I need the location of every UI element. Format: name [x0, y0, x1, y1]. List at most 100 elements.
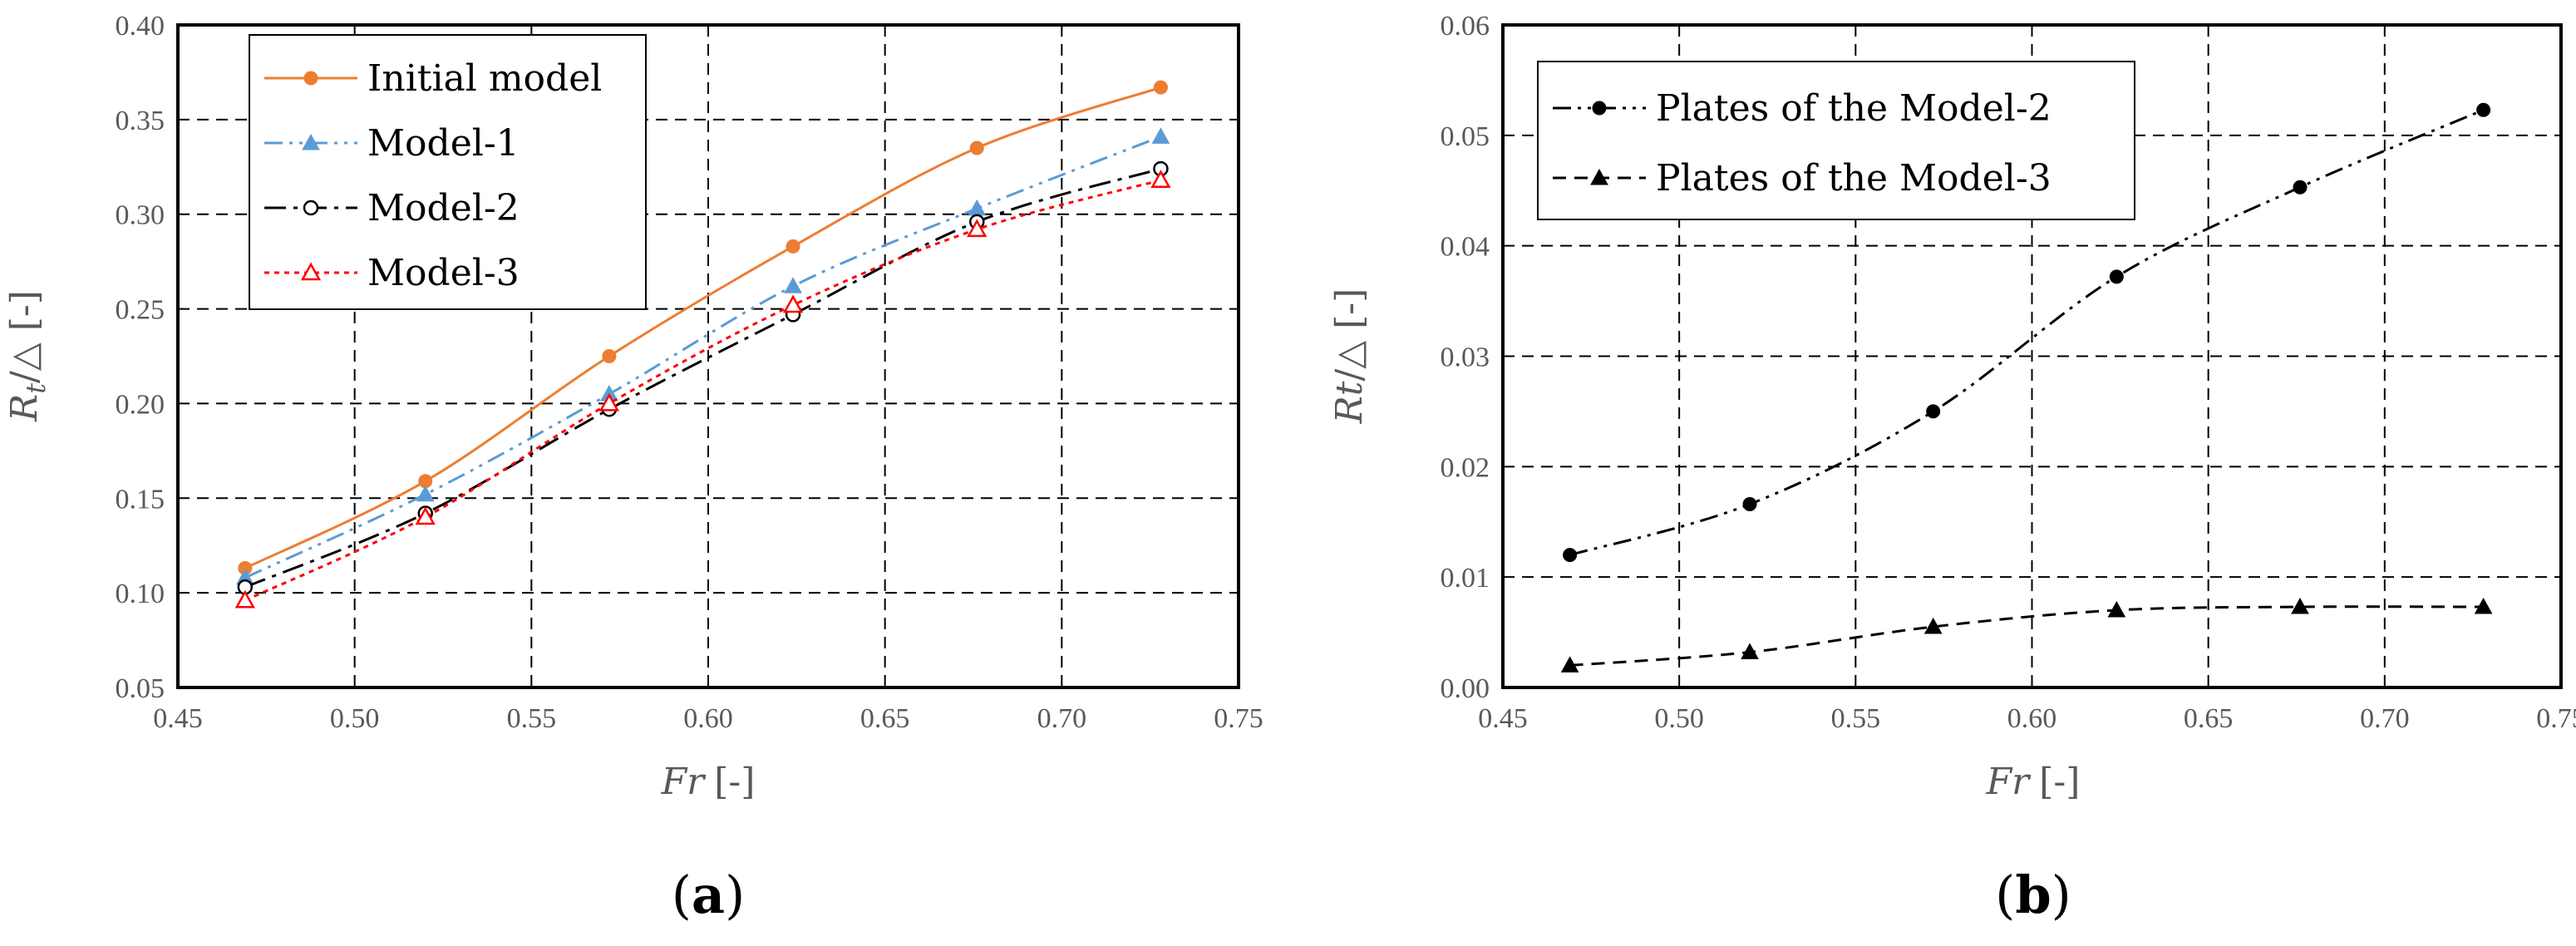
- x-tick-label: 0.70: [2360, 703, 2410, 734]
- series-line: [244, 86, 1161, 569]
- data-point: [1150, 170, 1171, 188]
- data-point: [602, 349, 617, 363]
- legend-label: Model-3: [367, 252, 520, 294]
- x-tick-label: 0.55: [507, 703, 557, 734]
- panel-label-letter: b: [2015, 865, 2051, 925]
- x-axis-label-unit: [-]: [714, 761, 755, 803]
- series-line: [1569, 605, 2484, 667]
- data-point: [2109, 269, 2124, 284]
- data-point: [2107, 600, 2126, 618]
- data-point: [1926, 404, 1941, 419]
- panel-label-letter: a: [692, 865, 725, 925]
- panel-label-close: ): [2051, 865, 2071, 925]
- legend-swatch-marker: [302, 133, 320, 150]
- x-tick-label: 0.75: [1214, 703, 1263, 734]
- data-point: [784, 277, 802, 293]
- x-tick-label: 0.65: [860, 703, 910, 734]
- data-point: [416, 485, 435, 502]
- data-point: [2476, 102, 2491, 117]
- x-tick-label: 0.65: [2184, 703, 2234, 734]
- y-axis-label-delta: △: [3, 342, 46, 371]
- data-point: [598, 392, 620, 411]
- x-tick-label: 0.45: [153, 703, 203, 734]
- legend-swatch-marker: [303, 200, 319, 216]
- y-axis-label-var: R: [3, 394, 46, 422]
- y-tick-label: 0.35: [116, 106, 165, 136]
- data-point: [415, 506, 436, 525]
- y-tick-label: 0.01: [1441, 563, 1490, 594]
- y-tick-label: 0.25: [116, 295, 165, 326]
- chart-panel-a: 0.45 0.50 0.55 0.60 0.65 0.70 0.75 0.05 0.10 0.15…: [3, 11, 1263, 925]
- y-axis-label-delta: △: [1328, 341, 1371, 369]
- legend-label: Initial model: [367, 57, 602, 100]
- y-tick-label: 0.15: [116, 484, 165, 515]
- y-axis-label-var: Rt: [1328, 381, 1371, 424]
- y-axis-label: Rt/△ [-]: [1328, 288, 1371, 425]
- legend-label: Plates of the Model-3: [1656, 157, 2051, 200]
- x-axis-label: Fr [-]: [1986, 761, 2081, 803]
- y-tick-label: 0.05: [116, 673, 165, 704]
- legend: Initial model Model-1 Model-2 Model-3: [249, 34, 647, 310]
- y-tick-label: 0.06: [1441, 11, 1490, 42]
- x-tick-label: 0.50: [330, 703, 380, 734]
- data-point: [1153, 80, 1168, 95]
- y-axis-label-slash: /: [1328, 369, 1371, 382]
- y-axis-label-unit: [-]: [1328, 288, 1371, 329]
- legend-label: Plates of the Model-2: [1656, 87, 2051, 130]
- data-point: [786, 239, 800, 254]
- series-plates-of-the-model-3: [1560, 598, 2493, 673]
- panel-label: (b): [1995, 865, 2071, 925]
- series-initial-model: [238, 80, 1168, 576]
- x-axis-label-unit: [-]: [2039, 761, 2080, 803]
- legend-label: Model-2: [367, 187, 520, 229]
- y-tick-label: 0.02: [1441, 452, 1490, 483]
- legend-swatch-marker: [1592, 101, 1607, 116]
- panel-label-open: (: [1995, 865, 2015, 925]
- panel-label-open: (: [672, 865, 692, 925]
- y-tick-label: 0.30: [116, 200, 165, 231]
- series-line: [1569, 108, 2485, 557]
- x-tick-label: 0.75: [2536, 703, 2576, 734]
- y-tick-label: 0.20: [116, 389, 165, 420]
- x-tick-label: 0.55: [1831, 703, 1881, 734]
- x-tick-label: 0.50: [1654, 703, 1704, 734]
- series-line: [244, 135, 1161, 579]
- y-tick-label: 0.40: [116, 11, 165, 42]
- data-point: [969, 140, 984, 155]
- data-point: [1742, 496, 1757, 511]
- data-point: [782, 294, 804, 313]
- data-point: [2291, 598, 2309, 614]
- y-tick-label: 0.10: [116, 579, 165, 609]
- x-tick-label: 0.70: [1037, 703, 1087, 734]
- legend-box: [1537, 61, 2135, 220]
- x-tick-label: 0.60: [2007, 703, 2057, 734]
- x-tick-label: 0.45: [1478, 703, 1528, 734]
- data-point: [1560, 656, 1579, 673]
- y-tick-label: 0.00: [1441, 673, 1490, 704]
- chart-panel-b: 0.45 0.50 0.55 0.60 0.65 0.70 0.75 0.00 0.01 0.02…: [1328, 11, 2576, 925]
- data-point: [2474, 598, 2493, 614]
- series-model-3: [234, 170, 1171, 608]
- panel-label-close: ): [725, 865, 745, 925]
- data-point: [967, 219, 988, 238]
- y-axis-label-sub: t: [20, 383, 52, 394]
- series-plates-of-the-model-2: [1563, 102, 2491, 563]
- legend-label: Model-1: [367, 122, 520, 165]
- panel-label: (a): [672, 865, 746, 925]
- y-tick-label: 0.03: [1441, 342, 1490, 373]
- legend: Plates of the Model-2 Plates of the Model…: [1537, 61, 2135, 220]
- legend-swatch-marker: [1590, 168, 1608, 185]
- data-point: [234, 589, 255, 608]
- data-point: [1151, 127, 1170, 144]
- series-line: [244, 179, 1161, 602]
- y-axis-label-slash: /: [3, 371, 46, 383]
- x-tick-label: 0.60: [683, 703, 733, 734]
- x-axis-label: Fr [-]: [661, 761, 756, 803]
- data-point: [1923, 617, 1943, 634]
- legend-swatch-marker: [303, 71, 318, 86]
- y-tick-label: 0.04: [1441, 232, 1490, 263]
- plot-border: [1501, 23, 2563, 689]
- y-axis-label-unit: [-]: [3, 290, 46, 331]
- x-axis-label-var: Fr: [1986, 761, 2032, 803]
